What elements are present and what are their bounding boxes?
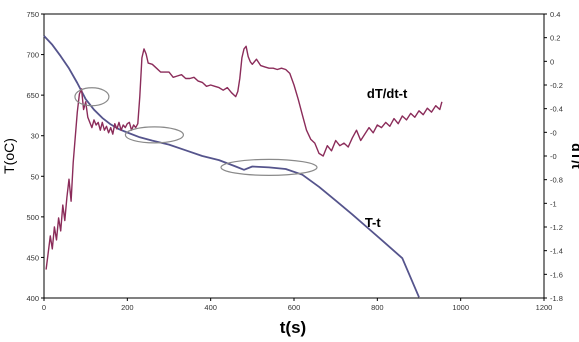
annotation-layer: dT/dt-t T-t — [365, 86, 408, 230]
y-right-tick-label: -0.8 — [550, 176, 563, 185]
annotation-label: dT/dt-t — [367, 86, 408, 101]
highlight-ellipses — [74, 87, 318, 176]
annotation-label: T-t — [365, 215, 382, 230]
y-right-tick-label: -1.2 — [550, 223, 563, 232]
x-tick-label: 800 — [371, 303, 384, 312]
y-left-tick-label: 700 — [26, 51, 39, 60]
y-right-tick-label: -0 — [550, 128, 557, 137]
y-left-tick-label: 50 — [31, 172, 39, 181]
x-tick-label: 400 — [204, 303, 217, 312]
x-tick-label: 0 — [42, 303, 46, 312]
series-layer — [43, 35, 443, 298]
y-right-tick-label: -0 — [550, 152, 557, 161]
y-left-tick-label: 500 — [26, 213, 39, 222]
y-right-tick-label: 0.4 — [550, 10, 560, 19]
y-left-tick-label: 400 — [26, 294, 39, 303]
y-left-axis-title: T(oC) — [1, 138, 17, 174]
x-tick-label: 200 — [121, 303, 134, 312]
y-right-tick-label: -1.4 — [550, 247, 563, 256]
highlight-ellipse — [74, 87, 110, 107]
y-right-axis-title: dT/t — [569, 143, 579, 169]
y-left-tick-label: 30 — [31, 132, 39, 141]
x-axis-title: t(s) — [280, 318, 306, 337]
y-right-tick-label: -1.8 — [550, 294, 563, 303]
x-axis: 0 200 400 600 800 1000 1200 — [42, 298, 552, 312]
y-axis-left: 400 450 500 50 30 650 700 750 — [26, 10, 44, 303]
series-line-t-t — [43, 35, 420, 298]
plot-frame — [43, 13, 545, 299]
y-left-tick-label: 750 — [26, 10, 39, 19]
highlight-ellipse — [220, 158, 318, 176]
y-right-tick-label: -1 — [550, 199, 557, 208]
highlight-ellipse — [124, 126, 185, 144]
series-line-dt-dt-t — [45, 45, 443, 270]
y-right-tick-label: -0.2 — [550, 81, 563, 90]
y-axis-right: -1.8 -1.6 -1.4 -1.2 -1 -0.8 -0 -0 -0.4 -0.2 0 0.2 0.… — [544, 10, 563, 303]
y-left-tick-label: 650 — [26, 91, 39, 100]
y-right-tick-label: 0 — [550, 57, 554, 66]
y-right-tick-label: 0.2 — [550, 34, 560, 43]
y-right-tick-label: -1.6 — [550, 270, 563, 279]
y-left-tick-label: 450 — [26, 253, 39, 262]
x-tick-label: 1000 — [452, 303, 469, 312]
x-tick-label: 600 — [288, 303, 301, 312]
x-tick-label: 1200 — [536, 303, 553, 312]
y-right-tick-label: -0.4 — [550, 105, 563, 114]
